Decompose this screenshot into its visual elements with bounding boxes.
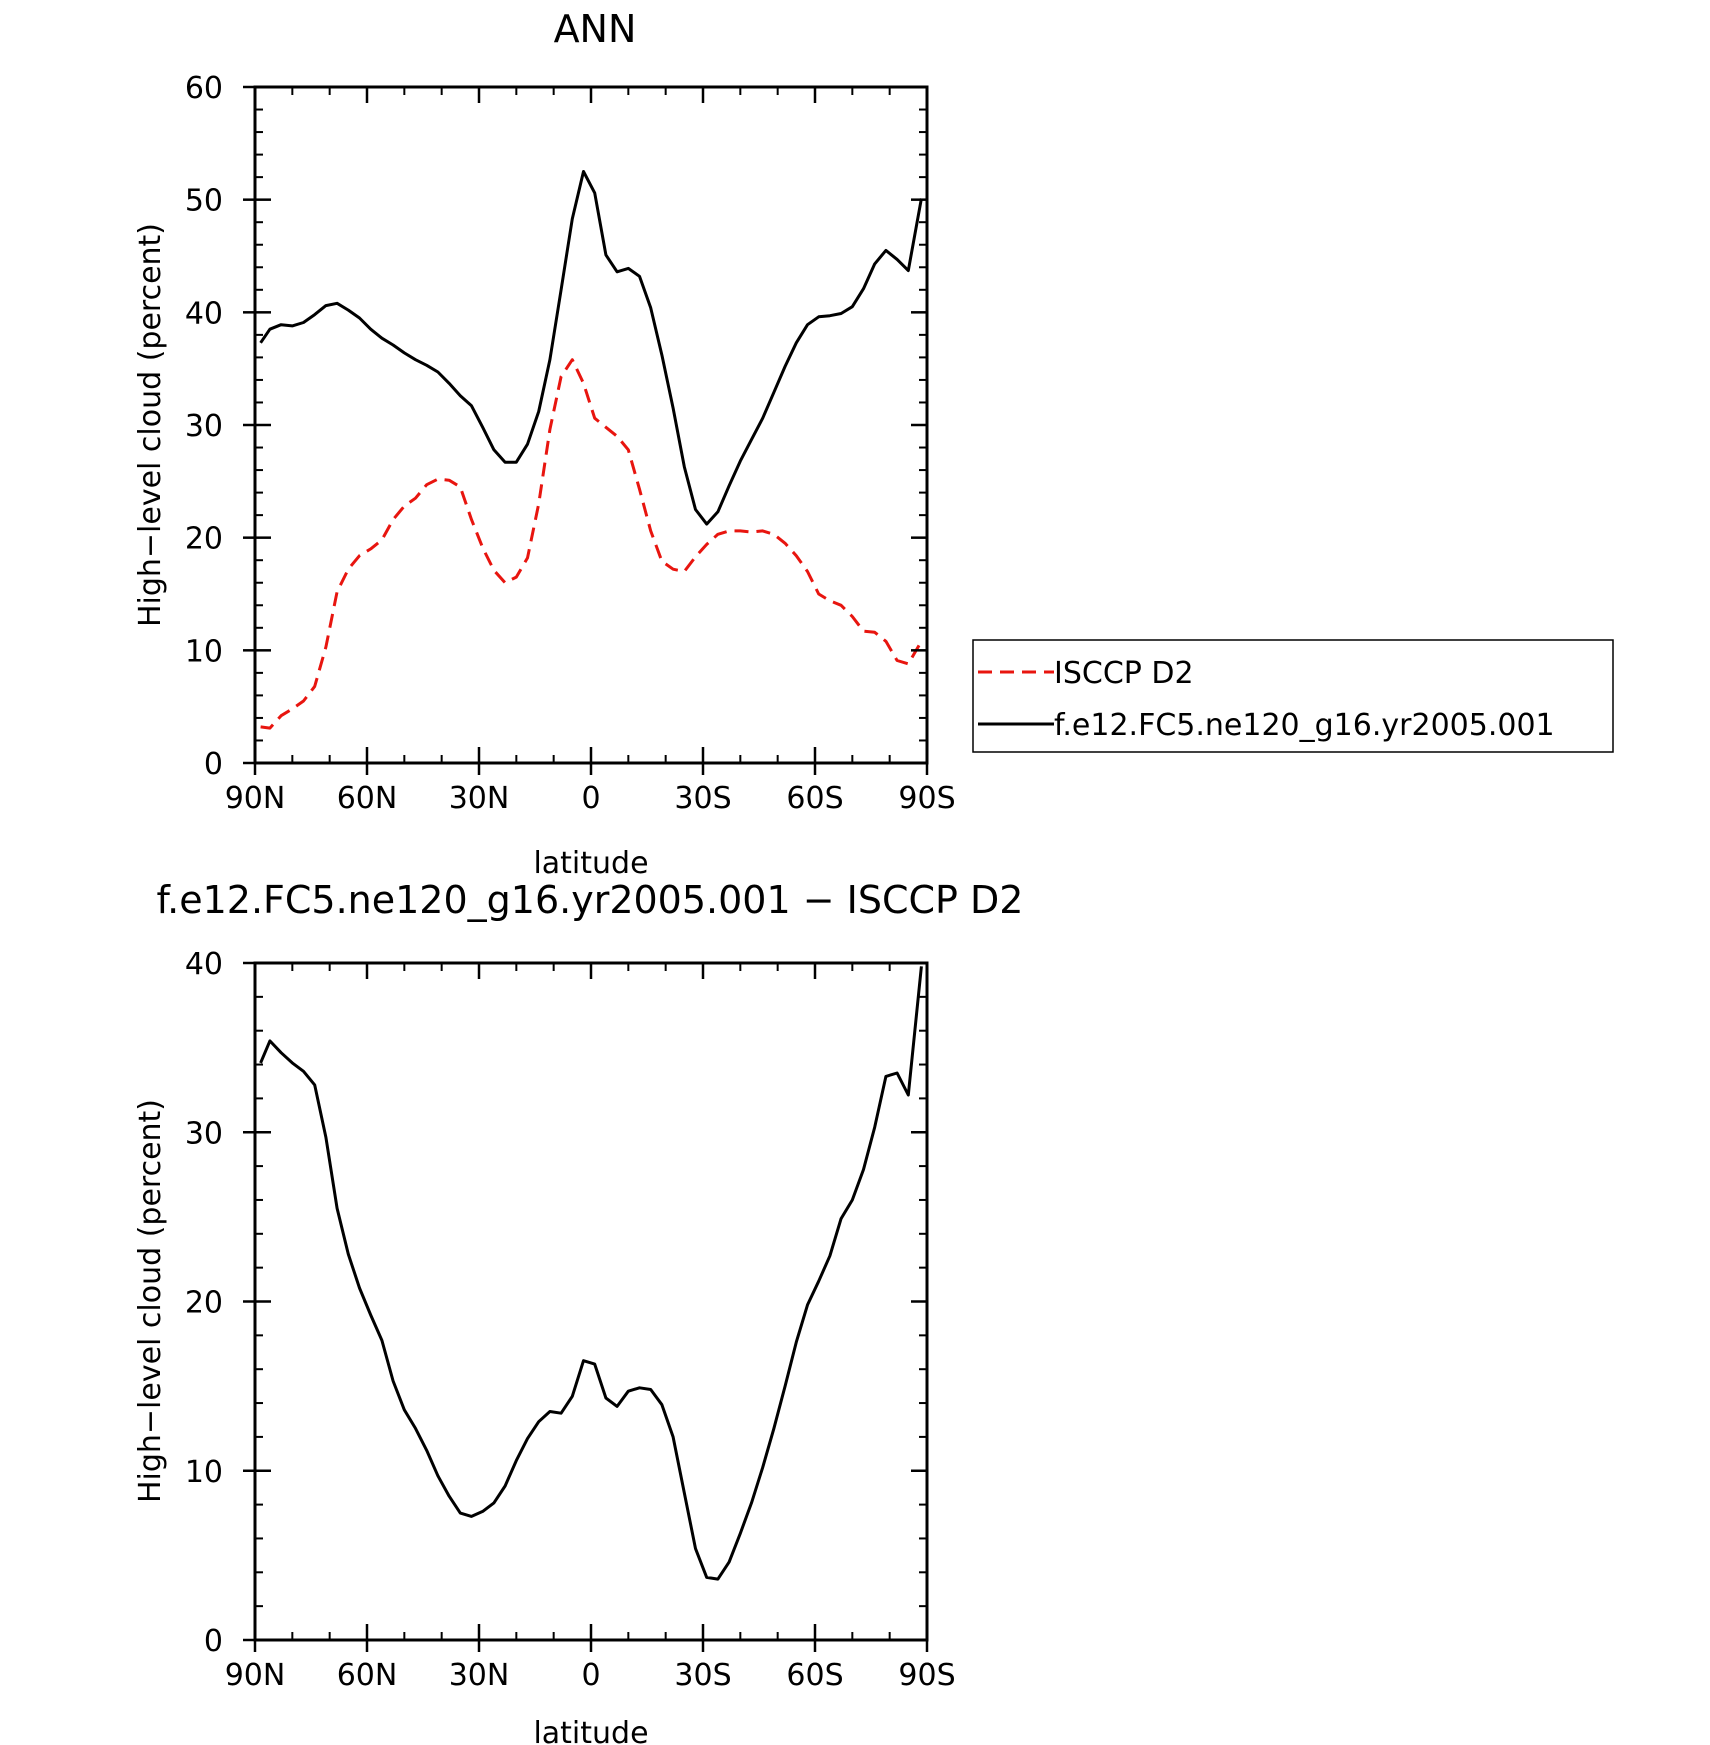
legend-box <box>972 639 1614 753</box>
bottom-plot-frame <box>253 961 929 1642</box>
bottom-panel: f.e12.FC5.ne120_g16.yr2005.001 − ISCCP D… <box>133 878 1023 1745</box>
bottom-series-line-0 <box>259 966 923 1581</box>
bottom-y-tick-label: 40 <box>185 947 223 982</box>
bottom-y-tick-label: 10 <box>185 1455 223 1490</box>
bottom-x-tick-label: 0 <box>581 1658 600 1693</box>
bottom-x-tick-label: 30S <box>674 1658 731 1693</box>
bottom-x-tick-label: 90S <box>898 1658 955 1693</box>
bottom-x-tick-label: 90N <box>225 1658 286 1693</box>
top-x-tick-label: 30S <box>674 781 731 816</box>
top-series-layer <box>259 170 923 730</box>
top-y-axis-label: High−level cloud (percent) <box>133 223 168 627</box>
top-y-tick-label: 30 <box>185 409 223 444</box>
top-y-tick-label: 60 <box>185 71 223 106</box>
top-y-tick-label: 50 <box>185 184 223 219</box>
bottom-x-tick-label: 30N <box>449 1658 510 1693</box>
top-x-axis-label: latitude <box>533 846 648 881</box>
top-y-tick-label: 0 <box>204 747 223 782</box>
bottom-ticks-layer: 90N 60N 30N 0 30S 60S 90S 0 10 20 30 40 <box>185 947 956 1693</box>
top-y-tick-label: 10 <box>185 634 223 669</box>
legend-label-isccp: ISCCP D2 <box>1054 656 1194 691</box>
bottom-series-layer <box>259 966 923 1581</box>
top-chart-title: ANN <box>554 7 637 51</box>
bottom-y-tick-label: 20 <box>185 1286 223 1321</box>
top-panel: ANN 90N 60N 30N 0 30S 60S 90S 0 10 20 30 40 50 60 lat… <box>133 7 1614 881</box>
bottom-x-tick-label: 60S <box>786 1658 843 1693</box>
top-ticks-layer: 90N 60N 30N 0 30S 60S 90S 0 10 20 30 40 50 60 <box>185 71 956 816</box>
legend-label-model: f.e12.FC5.ne120_g16.yr2005.001 <box>1054 708 1555 743</box>
bottom-x-tick-label: 60N <box>337 1658 398 1693</box>
bottom-x-axis-label: latitude <box>533 1716 648 1745</box>
top-x-tick-label: 30N <box>449 781 510 816</box>
top-y-tick-label: 20 <box>185 522 223 557</box>
legend: ISCCP D2 f.e12.FC5.ne120_g16.yr2005.001 <box>972 639 1614 753</box>
bottom-y-tick-label: 0 <box>204 1624 223 1659</box>
top-series-line-isccp-d2 <box>260 358 923 730</box>
top-x-tick-label: 0 <box>581 781 600 816</box>
top-x-tick-label: 90S <box>898 781 955 816</box>
top-x-tick-label: 90N <box>225 781 286 816</box>
bottom-y-tick-label: 30 <box>185 1116 223 1151</box>
top-x-tick-label: 60S <box>786 781 843 816</box>
top-y-tick-label: 40 <box>185 296 223 331</box>
top-x-tick-label: 60N <box>337 781 398 816</box>
top-series-line-f-e12-fc5-ne120-g16-yr2005-001 <box>259 170 923 526</box>
bottom-y-axis-label: High−level cloud (percent) <box>133 1099 168 1503</box>
bottom-chart-title: f.e12.FC5.ne120_g16.yr2005.001 − ISCCP D… <box>157 878 1024 922</box>
